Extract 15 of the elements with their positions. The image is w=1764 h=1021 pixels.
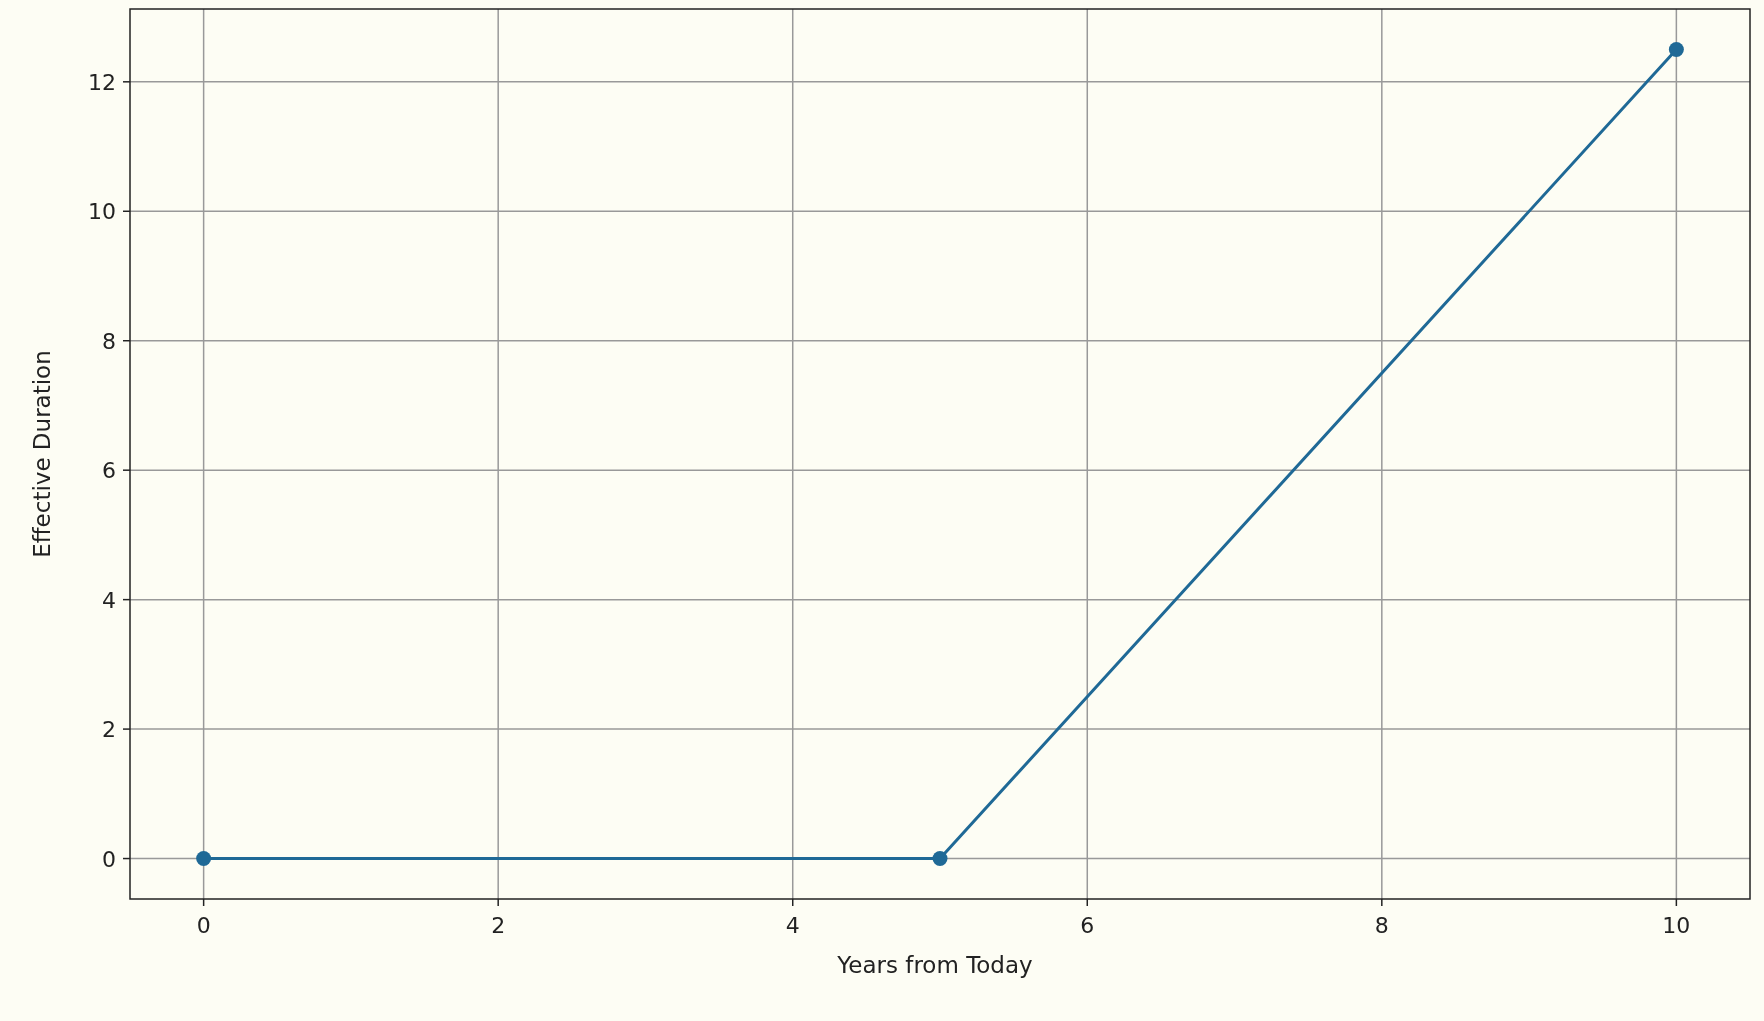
x-tick-label: 10 bbox=[1662, 913, 1691, 938]
x-tick-label: 8 bbox=[1374, 913, 1389, 938]
x-tick-label: 6 bbox=[1080, 913, 1095, 938]
y-tick-label: 2 bbox=[102, 717, 116, 743]
x-axis-title: Years from Today bbox=[836, 952, 1033, 978]
y-tick-label: 8 bbox=[102, 328, 116, 354]
y-tick-label: 10 bbox=[88, 199, 116, 225]
y-tick-label: 0 bbox=[102, 846, 116, 872]
y-tick-label: 4 bbox=[102, 587, 116, 613]
x-tick-label: 4 bbox=[785, 913, 800, 938]
y-tick-label: 6 bbox=[102, 458, 116, 484]
y-axis-title: Effective Duration bbox=[29, 350, 55, 558]
y-tick-label: 12 bbox=[88, 69, 116, 95]
x-tick-label: 0 bbox=[196, 913, 211, 938]
x-tick-label: 2 bbox=[491, 913, 506, 938]
